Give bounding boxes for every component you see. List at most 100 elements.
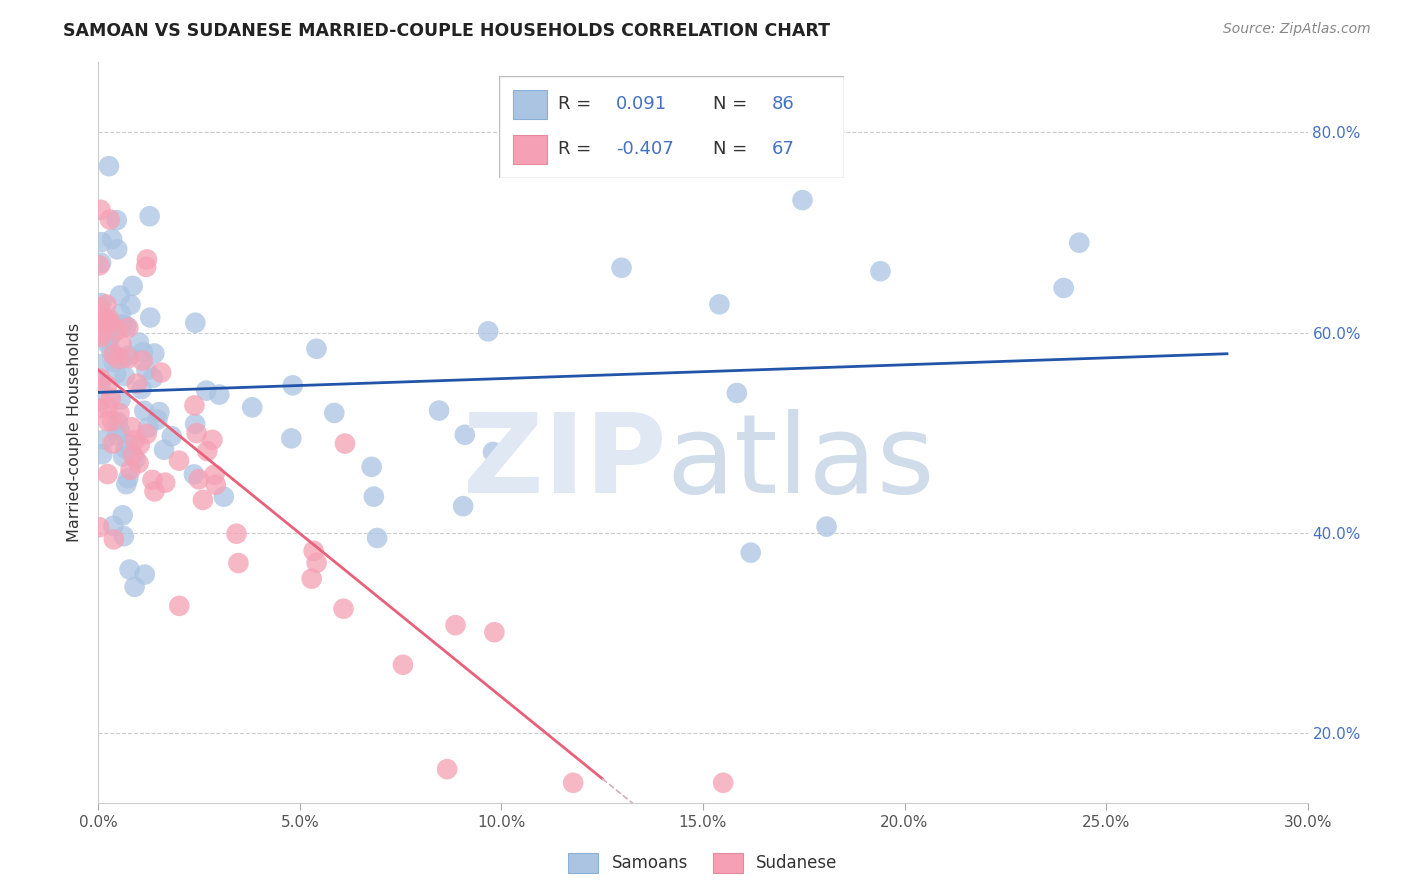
- Point: [610, 260, 633, 275]
- Point: [135, 260, 157, 274]
- Point: [143, 484, 166, 499]
- Point: [711, 776, 734, 790]
- Point: [204, 477, 226, 491]
- Point: [103, 355, 125, 369]
- Point: [281, 378, 304, 392]
- Point: [97, 336, 120, 351]
- Point: [100, 328, 122, 343]
- Point: [104, 367, 127, 381]
- Point: [562, 776, 585, 790]
- Point: [96, 378, 118, 392]
- Point: [98, 159, 121, 173]
- Point: [131, 382, 153, 396]
- Point: [115, 477, 138, 491]
- Point: [451, 499, 474, 513]
- Point: [93, 433, 115, 447]
- Point: [103, 533, 125, 547]
- Point: [1069, 235, 1091, 250]
- Point: [332, 601, 354, 615]
- Point: [115, 319, 138, 334]
- Text: N =: N =: [713, 95, 747, 112]
- Text: N =: N =: [713, 140, 747, 158]
- FancyBboxPatch shape: [499, 76, 844, 178]
- Point: [110, 337, 132, 351]
- Point: [280, 431, 302, 445]
- Point: [90, 330, 112, 344]
- Point: [146, 412, 169, 426]
- Point: [305, 342, 328, 356]
- Point: [132, 345, 155, 359]
- Point: [323, 406, 346, 420]
- Point: [107, 415, 129, 429]
- Text: R =: R =: [558, 140, 591, 158]
- Point: [117, 437, 139, 451]
- Point: [212, 490, 235, 504]
- Point: [108, 288, 131, 302]
- Point: [725, 386, 748, 401]
- Point: [792, 193, 814, 207]
- Point: [90, 296, 112, 310]
- Point: [128, 335, 150, 350]
- Point: [125, 376, 148, 391]
- Text: -0.407: -0.407: [616, 140, 673, 158]
- Point: [302, 544, 325, 558]
- Point: [709, 297, 731, 311]
- Point: [202, 467, 225, 482]
- Point: [101, 232, 124, 246]
- Point: [186, 426, 208, 441]
- Point: [150, 366, 173, 380]
- Point: [112, 450, 135, 464]
- Point: [184, 316, 207, 330]
- Point: [444, 618, 467, 632]
- Point: [366, 531, 388, 545]
- Point: [100, 316, 122, 330]
- Bar: [513, 90, 547, 119]
- Point: [90, 327, 112, 342]
- Point: [101, 414, 124, 428]
- Point: [89, 357, 111, 371]
- Point: [101, 436, 124, 450]
- Point: [482, 445, 505, 459]
- Point: [135, 426, 157, 441]
- Point: [124, 451, 146, 466]
- Point: [135, 363, 157, 377]
- Point: [128, 438, 150, 452]
- Point: [225, 526, 247, 541]
- Point: [333, 436, 356, 450]
- Point: [120, 463, 142, 477]
- Point: [228, 556, 250, 570]
- Point: [139, 310, 162, 325]
- Point: [89, 301, 111, 315]
- Point: [195, 384, 218, 398]
- Point: [183, 398, 205, 412]
- Text: Source: ZipAtlas.com: Source: ZipAtlas.com: [1223, 22, 1371, 37]
- Point: [103, 519, 125, 533]
- Point: [110, 307, 132, 321]
- Point: [117, 320, 139, 334]
- Point: [160, 429, 183, 443]
- Point: [89, 520, 111, 534]
- Point: [105, 242, 128, 256]
- Point: [98, 212, 121, 227]
- Point: [96, 314, 118, 328]
- Point: [90, 256, 112, 270]
- Point: [121, 279, 143, 293]
- Point: [107, 351, 129, 366]
- Point: [305, 556, 328, 570]
- Point: [111, 508, 134, 523]
- Y-axis label: Married-couple Households: Married-couple Households: [67, 323, 83, 542]
- Point: [454, 427, 477, 442]
- Point: [135, 252, 157, 267]
- Point: [142, 371, 165, 385]
- Point: [96, 297, 118, 311]
- Point: [128, 456, 150, 470]
- Point: [141, 473, 163, 487]
- Text: ZIP: ZIP: [464, 409, 666, 516]
- Point: [105, 428, 128, 442]
- Point: [138, 209, 160, 223]
- Point: [187, 472, 209, 486]
- Point: [436, 762, 458, 776]
- Point: [153, 442, 176, 457]
- Point: [117, 349, 139, 363]
- Point: [363, 490, 385, 504]
